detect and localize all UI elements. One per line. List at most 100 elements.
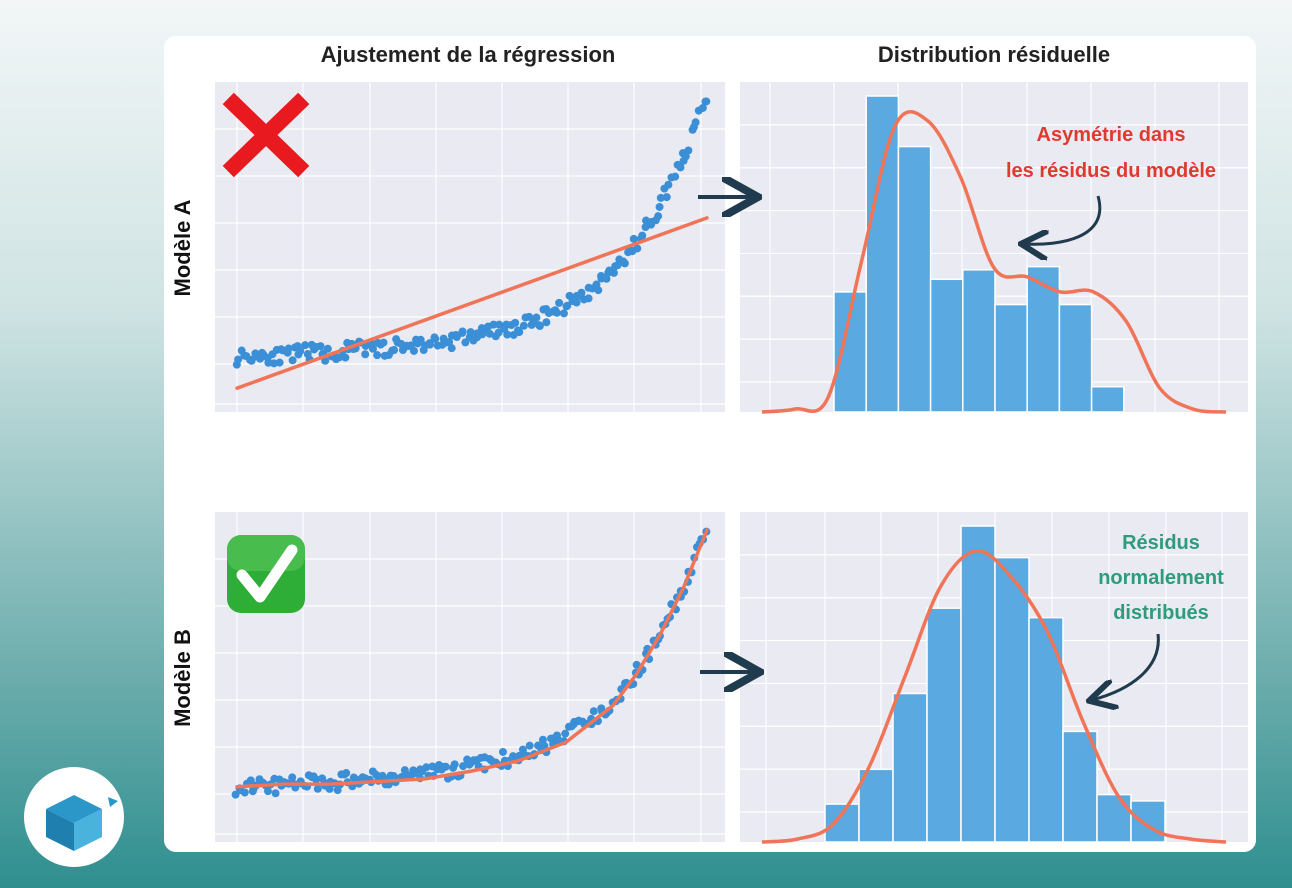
data-point xyxy=(519,321,528,330)
data-point xyxy=(459,762,468,771)
annotation-a-arrow xyxy=(1024,195,1102,244)
annotation-b-line-3: distribués xyxy=(1113,602,1209,624)
data-point xyxy=(542,318,551,327)
data-point xyxy=(409,346,418,355)
data-point xyxy=(654,212,663,221)
data-point xyxy=(511,318,520,327)
data-point xyxy=(263,787,272,796)
model-a-residual-histogram xyxy=(740,82,1248,414)
data-point xyxy=(240,788,249,797)
data-point xyxy=(288,773,297,782)
histogram-bar xyxy=(1096,793,1132,843)
annotation-b-line-1: Résidus xyxy=(1122,532,1200,554)
data-point xyxy=(389,772,398,781)
check-mark-icon xyxy=(227,535,305,613)
data-point xyxy=(489,320,498,329)
data-point xyxy=(485,329,494,338)
data-point xyxy=(572,298,581,307)
histogram-bar xyxy=(1058,303,1093,413)
data-point xyxy=(702,97,711,106)
data-point xyxy=(498,747,507,756)
data-point xyxy=(275,358,284,367)
row-label-model-b: Modèle B xyxy=(170,629,195,727)
data-point xyxy=(609,268,618,277)
data-point xyxy=(656,193,665,202)
data-point xyxy=(342,769,351,778)
brand-logo-icon xyxy=(24,767,124,867)
data-point xyxy=(301,341,310,350)
histogram-bar xyxy=(858,768,894,843)
histogram-bar xyxy=(1090,385,1125,413)
histogram-bar xyxy=(929,278,964,413)
annotation-a-line-1: Asymétrie dans xyxy=(1037,124,1186,146)
data-point xyxy=(559,309,568,318)
data-point xyxy=(368,344,377,353)
data-point xyxy=(538,735,547,744)
data-point xyxy=(577,288,586,297)
data-point xyxy=(525,741,534,750)
histogram-bar xyxy=(897,145,932,413)
data-point xyxy=(535,321,544,330)
data-point xyxy=(296,347,305,356)
data-point xyxy=(325,784,334,793)
histogram-bar xyxy=(1028,616,1064,843)
data-point xyxy=(379,338,388,347)
data-point xyxy=(561,729,570,738)
cross-mark-icon xyxy=(222,92,310,178)
data-point xyxy=(466,328,475,337)
data-point xyxy=(450,760,459,769)
data-point xyxy=(431,334,440,343)
data-point xyxy=(676,163,685,172)
data-point xyxy=(234,355,243,364)
data-point xyxy=(422,763,431,772)
data-point xyxy=(246,776,255,785)
annotation-b-arrow xyxy=(1092,633,1160,700)
data-point xyxy=(633,244,642,253)
data-point xyxy=(361,350,370,359)
data-point xyxy=(629,234,638,243)
data-point xyxy=(341,353,350,362)
data-point xyxy=(662,193,671,202)
data-point xyxy=(503,330,512,339)
data-point xyxy=(461,338,470,347)
histogram-bar xyxy=(892,692,928,843)
left-column-title: Ajustement de la régression xyxy=(321,42,616,67)
right-column-title: Distribution résiduelle xyxy=(878,42,1110,67)
data-point xyxy=(563,301,572,310)
data-point xyxy=(664,180,673,189)
data-point xyxy=(445,337,454,346)
histogram-bar xyxy=(824,803,860,843)
data-point xyxy=(312,775,321,784)
regression-fit-line xyxy=(235,216,709,390)
model-b-residual-histogram xyxy=(740,512,1248,844)
data-point xyxy=(425,340,434,349)
data-point xyxy=(271,789,280,798)
data-point xyxy=(552,308,561,317)
data-point xyxy=(447,344,456,353)
histogram-bar xyxy=(926,607,962,843)
kde-curve xyxy=(761,110,1227,414)
model-a-regression-plot xyxy=(215,82,725,412)
data-point xyxy=(584,294,593,303)
histogram-bar xyxy=(994,556,1030,843)
data-point xyxy=(632,660,641,669)
histogram-bar xyxy=(1062,730,1098,843)
data-point xyxy=(313,784,322,793)
annotation-a-line-2: les résidus du modèle xyxy=(1006,160,1216,182)
data-point xyxy=(441,762,450,771)
data-point xyxy=(323,344,332,353)
data-point xyxy=(540,741,549,750)
histogram-bar xyxy=(865,95,900,413)
data-point xyxy=(515,328,524,337)
data-point xyxy=(638,231,647,240)
data-point xyxy=(416,335,425,344)
data-point xyxy=(288,356,297,365)
data-point xyxy=(458,327,467,336)
data-point xyxy=(589,707,598,716)
data-point xyxy=(594,286,603,295)
data-point xyxy=(691,118,700,127)
data-point xyxy=(452,333,461,342)
data-point xyxy=(525,312,534,321)
data-point xyxy=(335,353,344,362)
